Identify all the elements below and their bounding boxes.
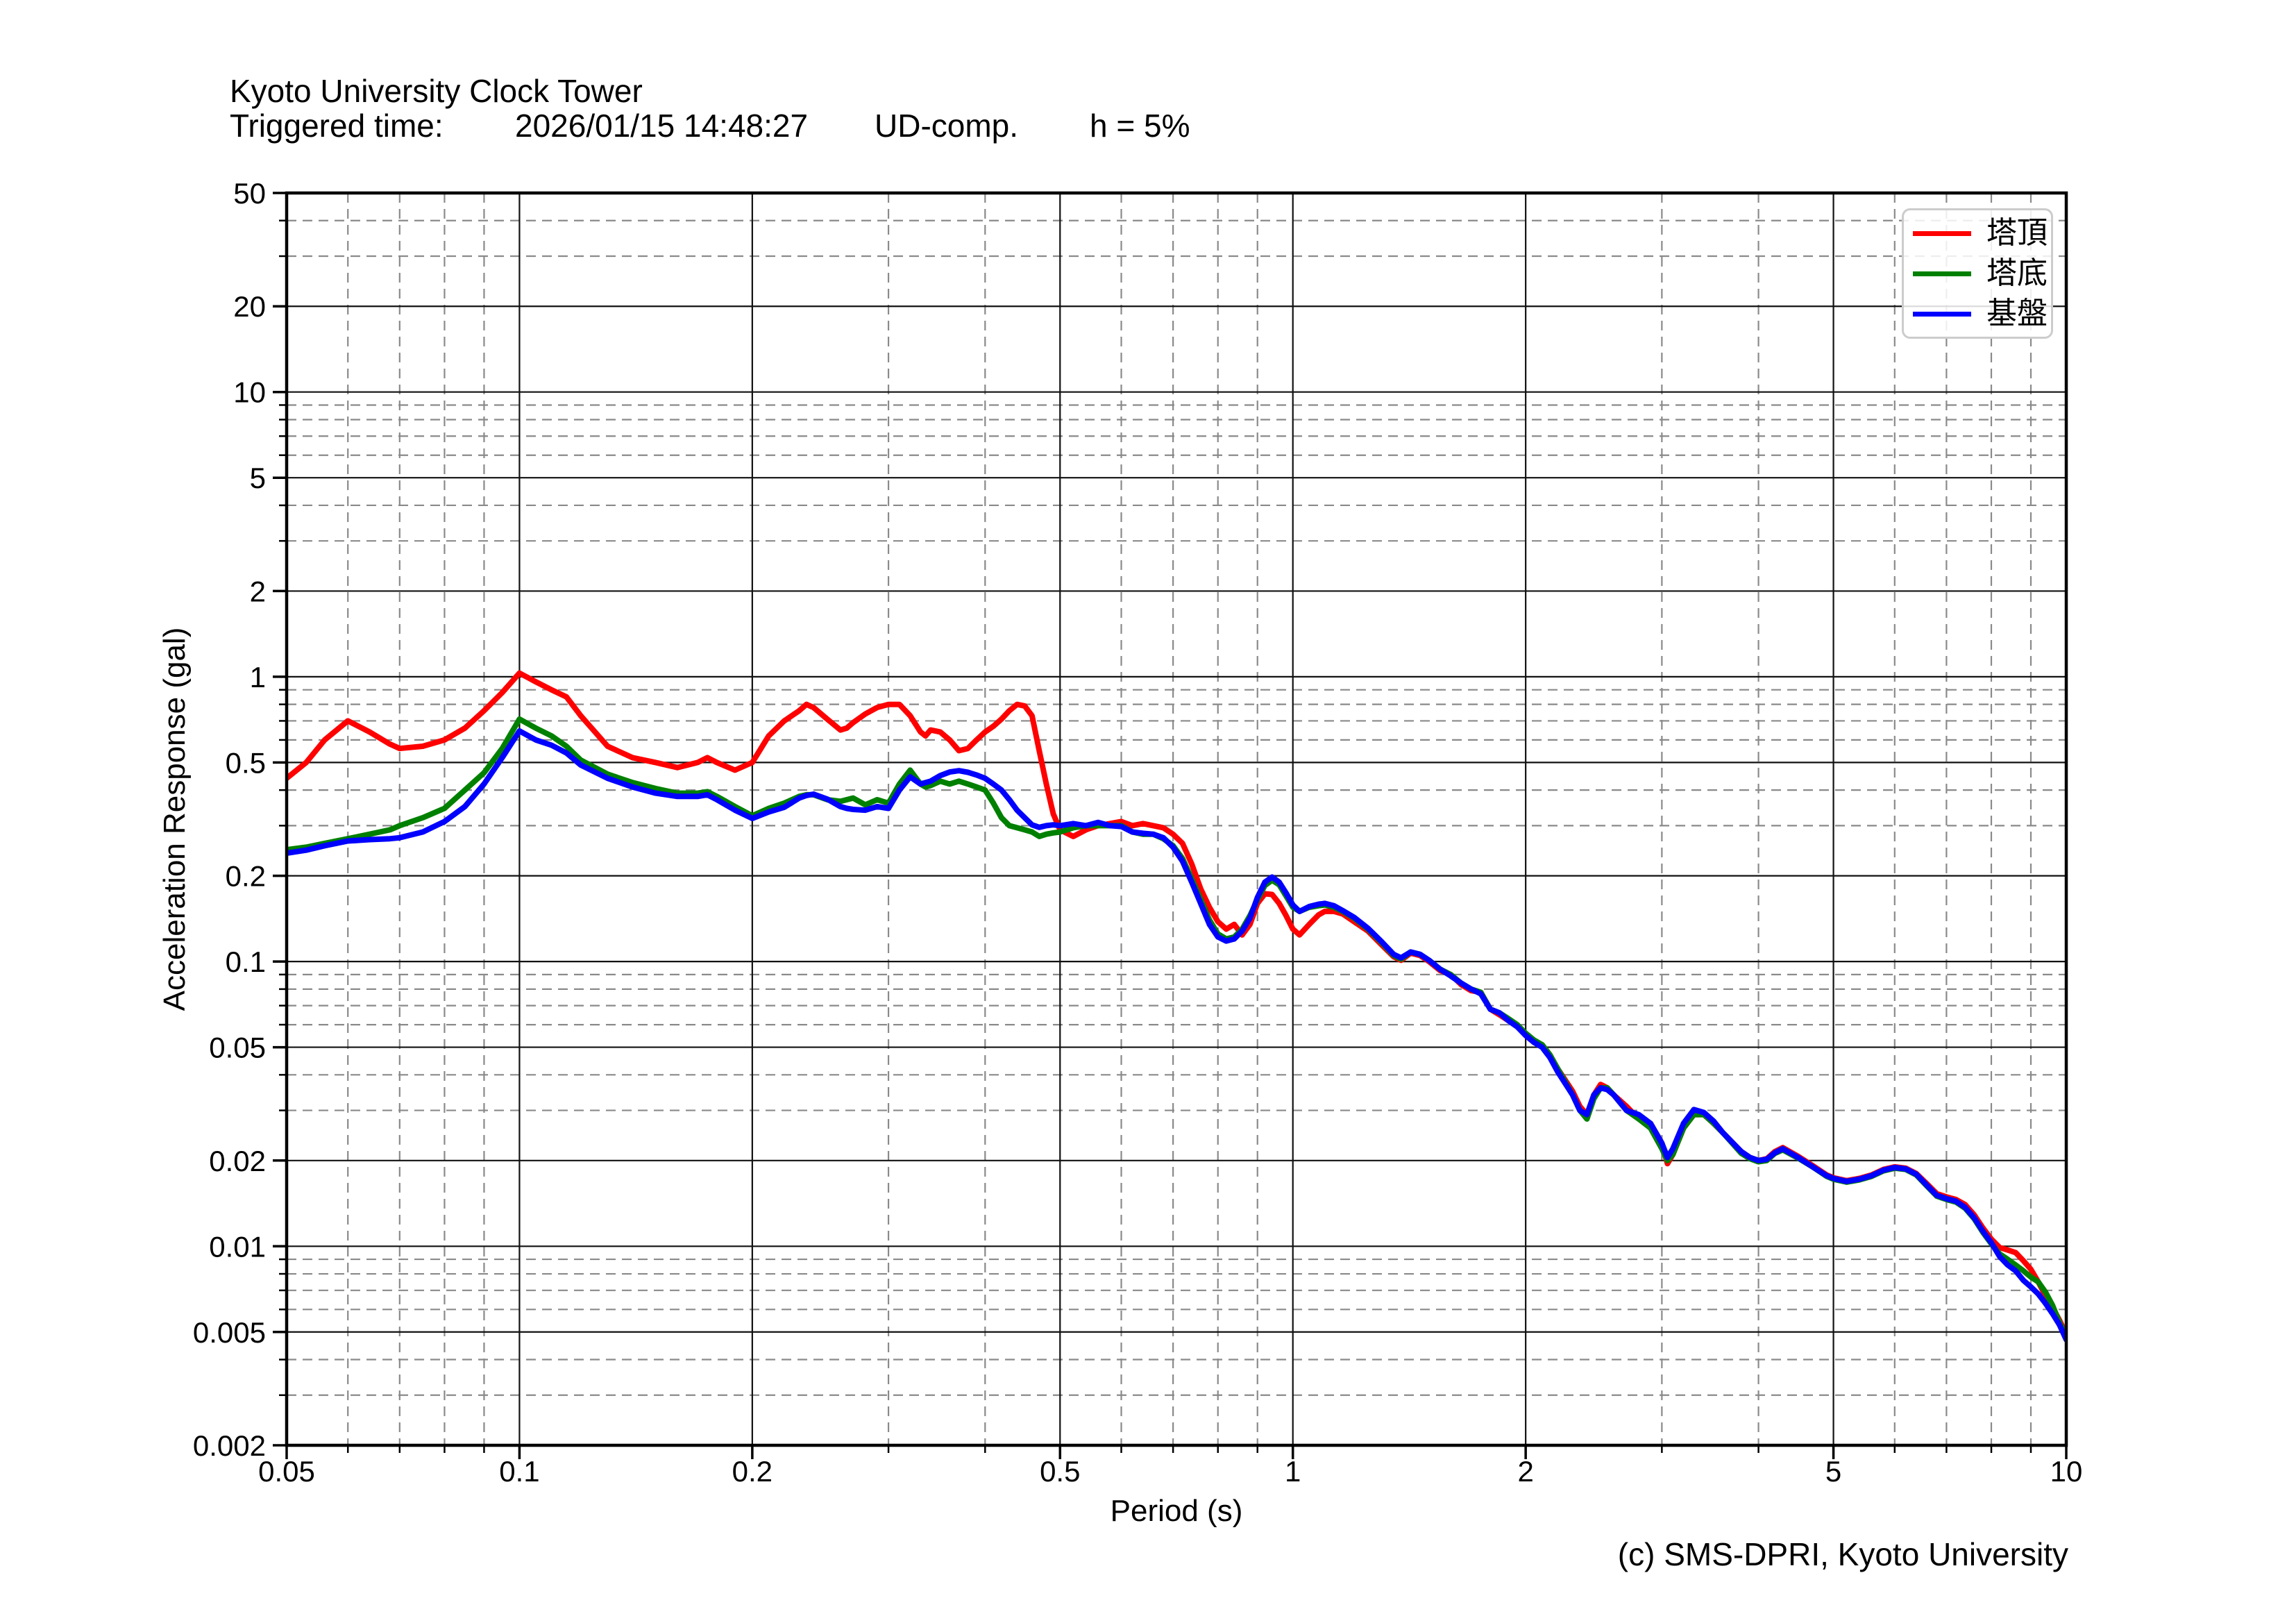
page-title: Kyoto University Clock Tower bbox=[230, 73, 643, 109]
y-tick-label: 0.002 bbox=[193, 1429, 266, 1462]
legend-item-1: 塔底 bbox=[1904, 254, 2051, 293]
y-tick-label: 50 bbox=[233, 177, 266, 210]
legend-label: 基盤 bbox=[1986, 296, 2048, 330]
y-tick-label: 0.005 bbox=[193, 1316, 266, 1349]
plot-border bbox=[285, 191, 2068, 1447]
y-tick-label: 0.5 bbox=[226, 746, 266, 779]
y-tick-label: 0.02 bbox=[209, 1145, 266, 1177]
legend-item-0: 塔頂 bbox=[1904, 214, 2051, 253]
legend: 塔頂 塔底 基盤 bbox=[1902, 208, 2053, 339]
series-line-1 bbox=[287, 716, 2066, 1340]
y-tick-label: 0.01 bbox=[209, 1230, 266, 1263]
grid-major bbox=[285, 192, 2068, 1447]
grid-minor bbox=[287, 193, 2066, 1445]
y-tick-label: 20 bbox=[233, 290, 266, 323]
y-tick-label: 10 bbox=[233, 376, 266, 409]
y-tick-label: 0.1 bbox=[226, 945, 266, 978]
copyright-text: (c) SMS-DPRI, Kyoto University bbox=[1617, 1536, 2068, 1572]
x-tick-label: 0.1 bbox=[499, 1455, 539, 1488]
component-label: UD-comp. bbox=[875, 108, 1019, 144]
x-tick-label: 1 bbox=[1285, 1455, 1301, 1488]
series-lines bbox=[287, 670, 2066, 1343]
x-tick-label: 5 bbox=[1825, 1455, 1841, 1488]
x-tick-label: 0.5 bbox=[1040, 1455, 1080, 1488]
triggered-time-label: Triggered time: bbox=[230, 108, 444, 144]
legend-line-swatch bbox=[1913, 230, 1971, 236]
y-tick-label: 5 bbox=[250, 462, 266, 494]
y-tick-label: 0.2 bbox=[226, 860, 266, 893]
x-tick-label: 0.05 bbox=[258, 1455, 315, 1488]
series-line-2 bbox=[287, 728, 2066, 1343]
triggered-time-value: 2026/01/15 14:48:27 bbox=[515, 108, 809, 144]
x-tick-label: 2 bbox=[1517, 1455, 1533, 1488]
tick-labels: 0.05 0.1 0.2 0.5 1 2 5 10 50 20 10 5 2 1 0.5 0.2 0.1 0.05… bbox=[193, 177, 2082, 1488]
tick-marks bbox=[273, 192, 2068, 1459]
y-tick-label: 0.05 bbox=[209, 1032, 266, 1064]
y-tick-label: 2 bbox=[250, 575, 266, 607]
damping-label: h = 5% bbox=[1090, 108, 1190, 144]
legend-label: 塔底 bbox=[1986, 256, 2048, 290]
legend-label: 塔頂 bbox=[1986, 216, 2048, 250]
legend-line-swatch bbox=[1913, 311, 1971, 317]
x-axis-title: Period (s) bbox=[1110, 1494, 1243, 1528]
legend-item-2: 基盤 bbox=[1904, 294, 2051, 333]
x-tick-label: 0.2 bbox=[732, 1455, 773, 1488]
x-tick-label: 10 bbox=[2050, 1455, 2083, 1488]
y-tick-label: 1 bbox=[250, 661, 266, 693]
legend-line-swatch bbox=[1913, 271, 1971, 276]
series-line-0 bbox=[287, 670, 2066, 1338]
